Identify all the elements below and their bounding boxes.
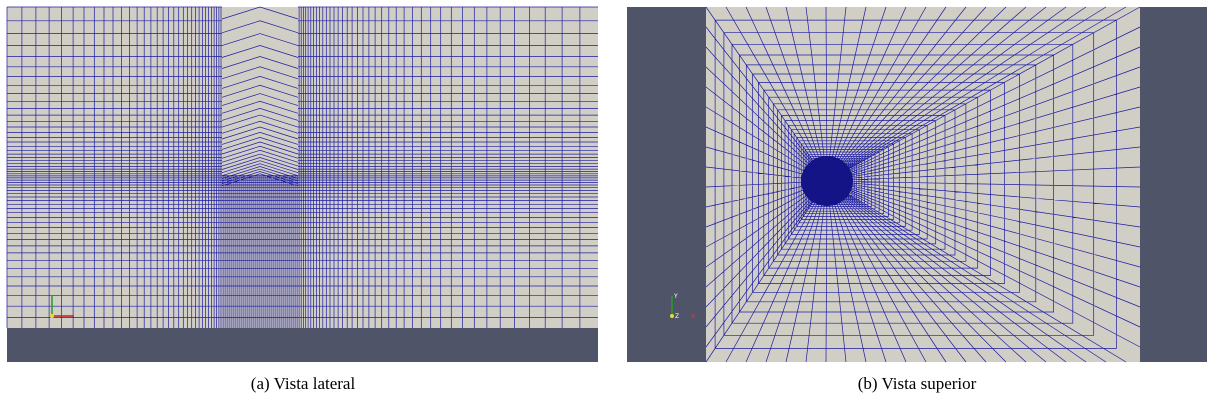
gizmo-label: X (691, 313, 695, 320)
gizmo-z (50, 314, 54, 318)
left-mesh-bg (7, 7, 598, 328)
caption: (b) Vista superior (717, 374, 1117, 394)
page: Y Z X (a) Vista lateral (b) Vista superi… (0, 0, 1214, 407)
gizmo-label: Z (675, 313, 679, 320)
gizmo-z (670, 314, 674, 318)
caption: (a) Vista lateral (103, 374, 503, 394)
gizmo-label: Y (673, 293, 678, 300)
cylinder-core (801, 156, 853, 206)
figure: Y Z X (0, 0, 1214, 370)
